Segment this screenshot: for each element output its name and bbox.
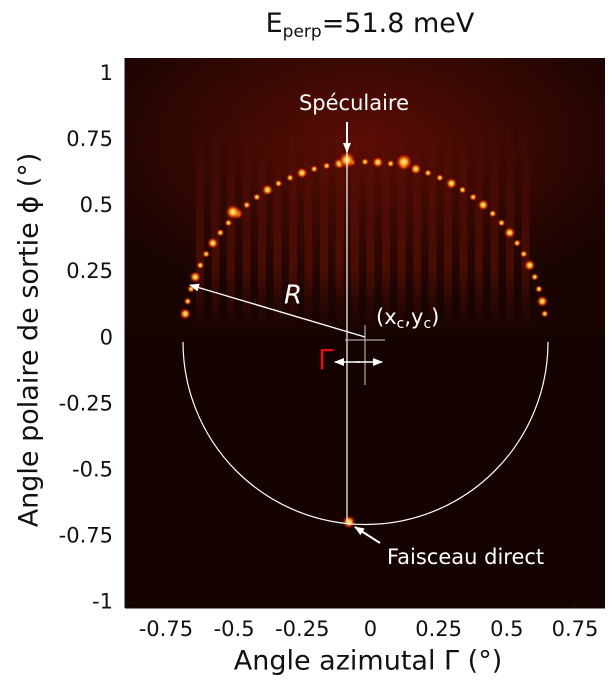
streak — [490, 120, 499, 330]
x-tick-label: -0.5 — [214, 617, 255, 641]
title-text: =51.8 meV — [322, 8, 475, 39]
center-text: ) — [431, 305, 439, 329]
streak — [459, 120, 468, 330]
spot — [445, 177, 458, 190]
y-tick-label: 0.5 — [80, 193, 113, 217]
spot — [261, 183, 274, 196]
x-axis-label: Angle azimutal Γ (°) — [234, 646, 502, 677]
streak — [366, 120, 375, 330]
streak — [444, 120, 452, 330]
spot — [252, 193, 261, 202]
y-axis-label: Angle polaire de sortie ϕ (°) — [14, 153, 45, 528]
x-tick-label: 0 — [364, 617, 377, 641]
spot — [286, 173, 295, 182]
y-tick-label: -1 — [92, 590, 113, 614]
spot — [322, 161, 331, 170]
streak — [304, 120, 313, 330]
spot — [296, 166, 309, 179]
streak — [397, 120, 406, 330]
y-tick-label: -0.5 — [72, 458, 113, 482]
spot — [536, 295, 549, 308]
gamma-label: Γ — [318, 343, 334, 376]
spot — [242, 200, 251, 209]
streak — [242, 120, 251, 330]
streak — [273, 120, 282, 330]
x-tick-label: -0.75 — [139, 617, 193, 641]
specular-label: Spéculaire — [299, 91, 409, 115]
x-tick-label: 0.75 — [552, 617, 599, 641]
spot — [206, 237, 219, 250]
diffraction-spots — [179, 120, 549, 529]
plot-area: Spéculaire Faisceau direct R Γ (xc,yc) — [125, 58, 605, 608]
y-tick-label: 0 — [100, 325, 113, 349]
spot — [386, 159, 395, 168]
y-tick-label: 0.25 — [66, 259, 113, 283]
spot — [423, 168, 432, 177]
spot — [540, 309, 549, 318]
bright-spot — [342, 515, 356, 529]
x-tick-label: 0.5 — [490, 617, 523, 641]
bright-spot — [225, 204, 241, 220]
spot — [189, 270, 202, 283]
x-tick-label: -0.25 — [275, 617, 329, 641]
streak — [320, 120, 328, 330]
streak — [428, 120, 437, 330]
spot — [361, 157, 369, 166]
streak — [289, 120, 297, 330]
y-tick-label: -0.25 — [59, 391, 113, 415]
spot — [224, 218, 233, 227]
streak — [196, 120, 204, 330]
spot — [530, 272, 539, 281]
streak — [413, 120, 421, 330]
center-label: (xc,yc) — [376, 305, 439, 332]
spot — [310, 164, 319, 173]
streak — [351, 120, 359, 330]
spot — [371, 156, 384, 169]
center-text: (x — [376, 305, 397, 329]
title-sub: perp — [283, 22, 322, 42]
radius-label: R — [284, 281, 302, 311]
fit-circle — [182, 341, 549, 526]
streak — [382, 120, 390, 330]
spot — [497, 218, 506, 227]
chart-title: Eperp=51.8 meV — [266, 8, 475, 43]
spot — [458, 185, 467, 194]
spot — [409, 162, 422, 175]
spot — [183, 297, 192, 306]
streak — [475, 120, 483, 330]
x-tick-label: 0.25 — [415, 617, 462, 641]
spot — [534, 285, 543, 294]
streak — [335, 120, 344, 330]
title-text: E — [266, 8, 283, 39]
spot — [469, 193, 478, 202]
spot — [216, 228, 225, 237]
y-tick-label: -0.75 — [59, 524, 113, 548]
streak — [506, 120, 514, 330]
center-sub: c — [397, 316, 405, 332]
spot — [513, 239, 522, 248]
spot — [202, 249, 211, 258]
spot — [523, 259, 536, 272]
spot — [477, 198, 490, 211]
direct-label: Faisceau direct — [387, 545, 544, 569]
direct-arrow — [354, 526, 381, 544]
streak — [258, 120, 266, 330]
y-tick-label: 1 — [100, 61, 113, 85]
spot — [519, 249, 528, 258]
spot — [503, 226, 516, 239]
y-tick-label: 0.75 — [66, 127, 113, 151]
center-sub: c — [423, 316, 431, 332]
spot — [179, 307, 192, 320]
streak — [521, 120, 530, 330]
bright-spot — [395, 153, 413, 171]
center-text: ,y — [404, 305, 423, 329]
spot — [196, 261, 205, 270]
streak — [211, 120, 220, 330]
radius-arrow — [189, 283, 366, 338]
spot — [435, 173, 444, 182]
spot — [488, 209, 497, 218]
spot — [274, 179, 283, 188]
